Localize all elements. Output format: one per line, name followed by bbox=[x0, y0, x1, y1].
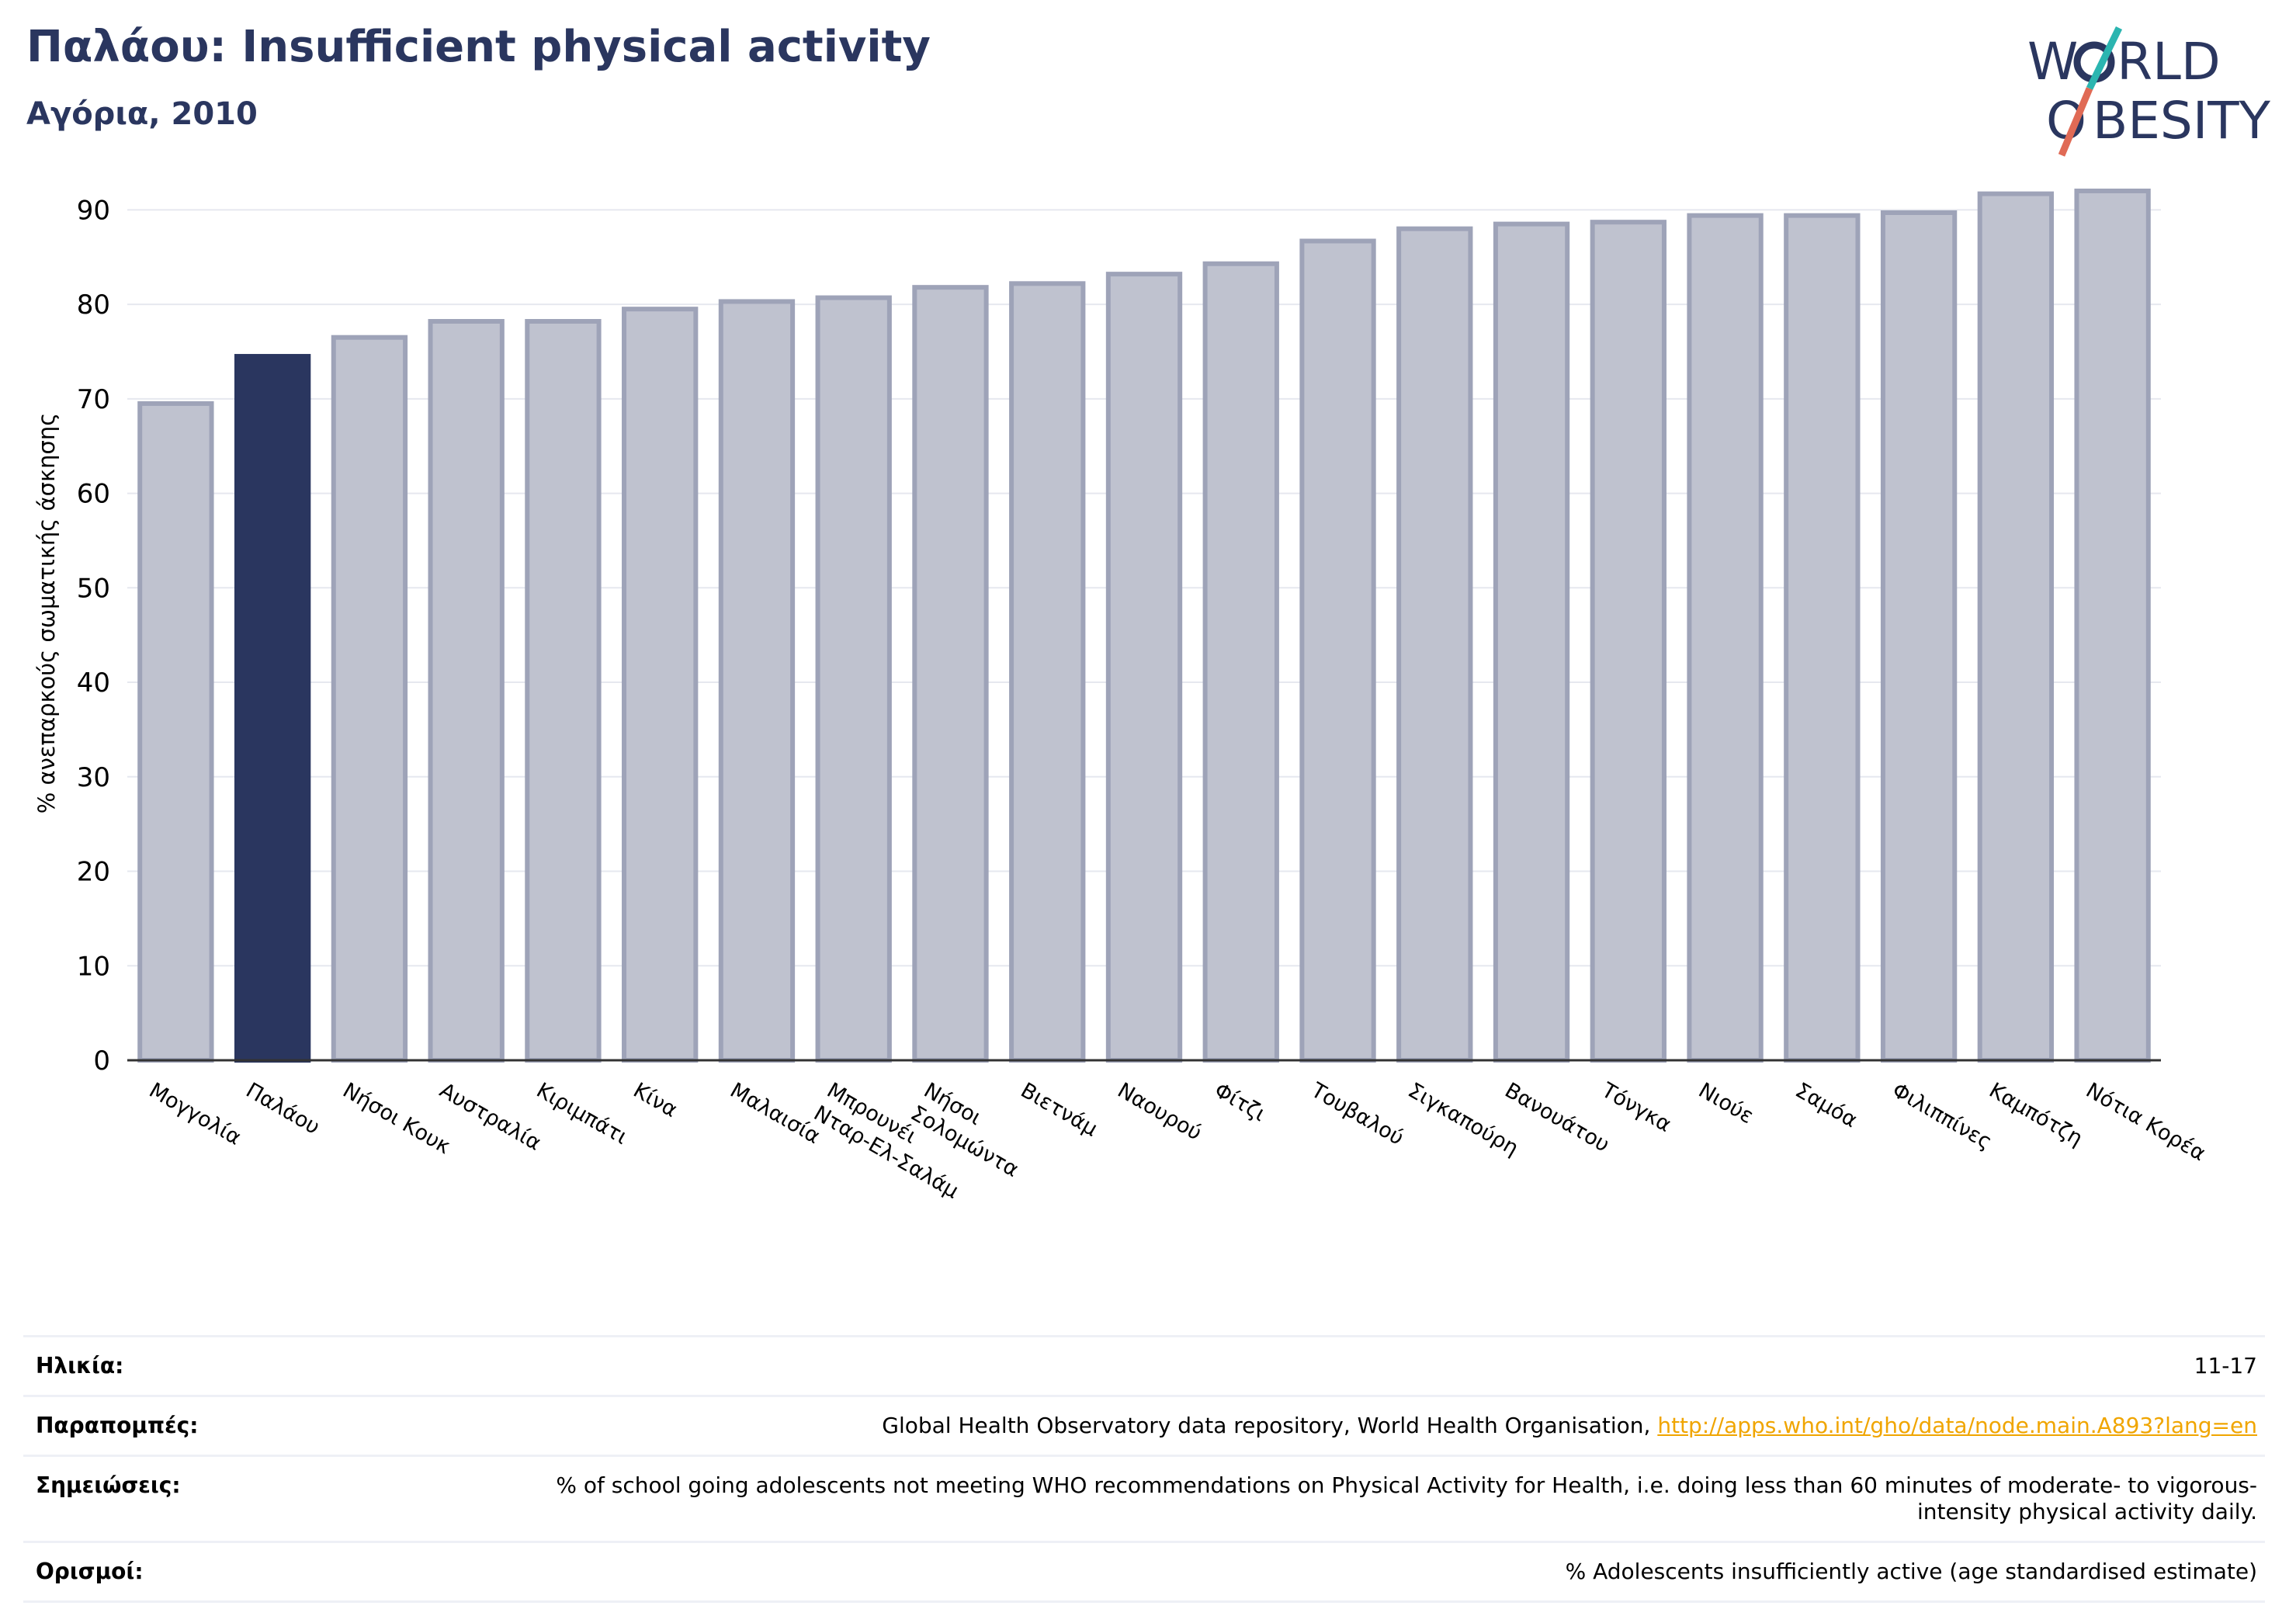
bar-8 bbox=[912, 285, 989, 1063]
x-tick-label: Σιγκαπούρη bbox=[1404, 1078, 1523, 1160]
x-tick-label: Κίνα bbox=[629, 1078, 682, 1122]
bar-17 bbox=[1784, 213, 1861, 1063]
y-tick-label: 90 bbox=[77, 195, 110, 226]
footer-row-notes: Σημειώσεις: % of school going adolescent… bbox=[23, 1455, 2265, 1541]
references-value: Global Health Observatory data repositor… bbox=[508, 1413, 2262, 1439]
references-link[interactable]: http://apps.who.int/gho/data/node.main.A… bbox=[1657, 1413, 2257, 1438]
notes-label: Σημειώσεις: bbox=[36, 1472, 181, 1498]
bar-3 bbox=[428, 319, 505, 1063]
x-tick-label: Κιριμπάτι bbox=[532, 1078, 632, 1150]
bar-4 bbox=[525, 319, 602, 1063]
x-tick-label: Φίτζι bbox=[1210, 1078, 1270, 1126]
x-tick-label: Μαλαισία bbox=[726, 1078, 824, 1149]
y-tick-label: 60 bbox=[77, 479, 110, 510]
y-tick-label: 20 bbox=[77, 857, 110, 888]
logo-rld: RLD bbox=[2117, 32, 2220, 92]
logo-besity: BESITY bbox=[2093, 91, 2271, 151]
y-tick-label: 30 bbox=[77, 762, 110, 793]
bar-9 bbox=[1009, 281, 1086, 1063]
y-tick-label: 0 bbox=[93, 1046, 110, 1077]
footer-row-references: Παραπομπές: Global Health Observatory da… bbox=[23, 1395, 2265, 1455]
y-tick-label: 50 bbox=[77, 573, 110, 604]
bar-0 bbox=[137, 401, 214, 1063]
x-tick-label: Σαμόα bbox=[1791, 1078, 1861, 1132]
y-axis-ticks: 0 10 20 30 40 50 60 70 80 90 bbox=[77, 195, 110, 1077]
bar-14 bbox=[1493, 221, 1570, 1063]
x-tick-label: Βιετνάμ bbox=[1017, 1078, 1102, 1141]
bar-12 bbox=[1299, 238, 1376, 1063]
bar-13 bbox=[1396, 226, 1473, 1063]
footer-row-age: Ηλικία: 11-17 bbox=[23, 1335, 2265, 1395]
world-obesity-logo: W RLD O BESITY bbox=[2027, 26, 2271, 157]
x-tick-label: Νότια Κορέα bbox=[2082, 1078, 2210, 1166]
y-tick-label: 40 bbox=[77, 668, 110, 699]
y-axis-label: % ανεπαρκούς σωματικής άσκησης bbox=[33, 413, 60, 814]
footer-row-definitions: Ορισμοί: % Adolescents insufficiently ac… bbox=[23, 1541, 2265, 1603]
bar-1 bbox=[234, 354, 311, 1063]
y-tick-label: 70 bbox=[77, 384, 110, 415]
x-tick-label: Μογγολία bbox=[145, 1078, 245, 1150]
definitions-label: Ορισμοί: bbox=[36, 1559, 144, 1584]
bar-5 bbox=[622, 307, 699, 1063]
bar-16 bbox=[1687, 213, 1764, 1063]
bar-7 bbox=[815, 295, 892, 1063]
bar-2 bbox=[331, 335, 408, 1063]
notes-value: % of school going adolescents not meetin… bbox=[556, 1472, 2257, 1524]
bars bbox=[137, 189, 2151, 1063]
references-text: Global Health Observatory data repositor… bbox=[882, 1413, 1658, 1438]
bar-20 bbox=[2074, 189, 2151, 1063]
bar-15 bbox=[1590, 220, 1667, 1063]
x-tick-label: Νιούε bbox=[1694, 1078, 1757, 1129]
page-subtitle: Αγόρια, 2010 bbox=[26, 96, 258, 132]
logo-w: W bbox=[2027, 32, 2078, 92]
bar-6 bbox=[718, 299, 796, 1063]
bar-11 bbox=[1202, 261, 1279, 1063]
page-title: Παλάου: Insufficient physical activity bbox=[26, 22, 931, 72]
x-tick-label: Τόνγκα bbox=[1597, 1078, 1675, 1137]
references-label: Παραπομπές: bbox=[36, 1413, 199, 1438]
y-tick-label: 10 bbox=[77, 951, 110, 982]
x-tick-label: Παλάου bbox=[241, 1078, 324, 1139]
x-tick-label: Ναουρού bbox=[1113, 1078, 1205, 1146]
footer-table: Ηλικία: 11-17 Παραπομπές: Global Health … bbox=[23, 1335, 2265, 1603]
bar-10 bbox=[1105, 272, 1183, 1063]
x-tick-label: Αυστραλία bbox=[435, 1078, 545, 1156]
y-tick-label: 80 bbox=[77, 290, 110, 321]
bar-19 bbox=[1977, 191, 2055, 1063]
definitions-value: % Adolescents insufficiently active (age… bbox=[1565, 1559, 2257, 1584]
age-label: Ηλικία: bbox=[36, 1353, 124, 1379]
x-tick-label: Νήσοι Κουκ bbox=[338, 1078, 454, 1159]
age-value: 11-17 bbox=[2194, 1353, 2257, 1379]
x-tick-label: Καμπότζη bbox=[1985, 1078, 2086, 1151]
x-tick-label: Φιλιππίνες bbox=[1888, 1078, 1996, 1154]
x-tick-label: Τουβαλού bbox=[1306, 1078, 1408, 1150]
bar-18 bbox=[1880, 210, 1958, 1063]
